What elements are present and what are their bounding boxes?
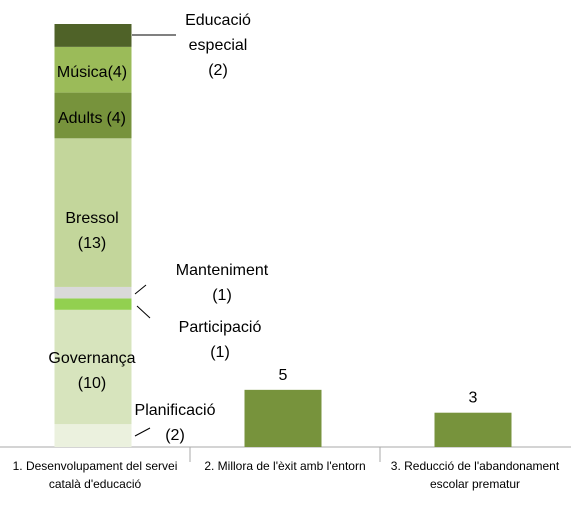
segment-label: Educació especial (2)	[173, 8, 263, 83]
segment-label: Participació (1)	[155, 315, 285, 365]
bar-segment	[54, 309, 132, 425]
x-tick-label: 2. Millora de l'èxit amb l'entorn	[204, 459, 366, 473]
bar-segment	[54, 138, 132, 287]
bar-segment	[54, 92, 132, 139]
bar-segment	[244, 389, 322, 447]
x-tick-label: 3. Reducció de l'abandonament escolar pr…	[390, 459, 560, 491]
segment-label: Governança (10)	[27, 346, 157, 396]
segment-value: (2)	[208, 62, 228, 79]
segment-label: Adults (4)	[37, 106, 147, 131]
bar-segment	[54, 298, 132, 310]
segment-name: Adults	[57, 110, 103, 127]
bar-segment	[54, 24, 132, 47]
segment-name: Governança	[48, 350, 136, 367]
bar-segment	[54, 424, 132, 447]
leader-line	[134, 284, 147, 295]
leader-line	[134, 427, 151, 437]
segment-value: (4)	[107, 64, 128, 81]
segment-name: Música	[56, 64, 108, 81]
segment-value: (10)	[77, 375, 107, 392]
x-tick-label: 1. Desenvolupament del servei català d'e…	[12, 459, 178, 491]
segment-value: (13)	[77, 235, 107, 252]
segment-name: Participació	[178, 319, 262, 336]
segment-value: (1)	[212, 287, 232, 304]
bar-segment	[54, 46, 132, 93]
leader-line	[136, 305, 151, 319]
segment-name: Educació especial	[185, 12, 251, 54]
segment-label: Música(4)	[37, 60, 147, 85]
segment-label: Bressol (13)	[42, 206, 142, 256]
segment-value: (2)	[165, 427, 185, 444]
data-label: 3	[469, 390, 478, 407]
segment-value: (4)	[106, 110, 127, 127]
segment-name: Bressol	[65, 210, 119, 227]
segment-value: (1)	[210, 344, 230, 361]
segment-name: Planificació	[134, 402, 216, 419]
segment-label: Planificació (2)	[110, 398, 240, 448]
bar-segment	[54, 286, 132, 299]
segment-name: Manteniment	[175, 262, 269, 279]
bar-segment	[434, 412, 512, 447]
segment-label: Manteniment (1)	[157, 258, 287, 308]
data-label: 5	[279, 367, 288, 384]
